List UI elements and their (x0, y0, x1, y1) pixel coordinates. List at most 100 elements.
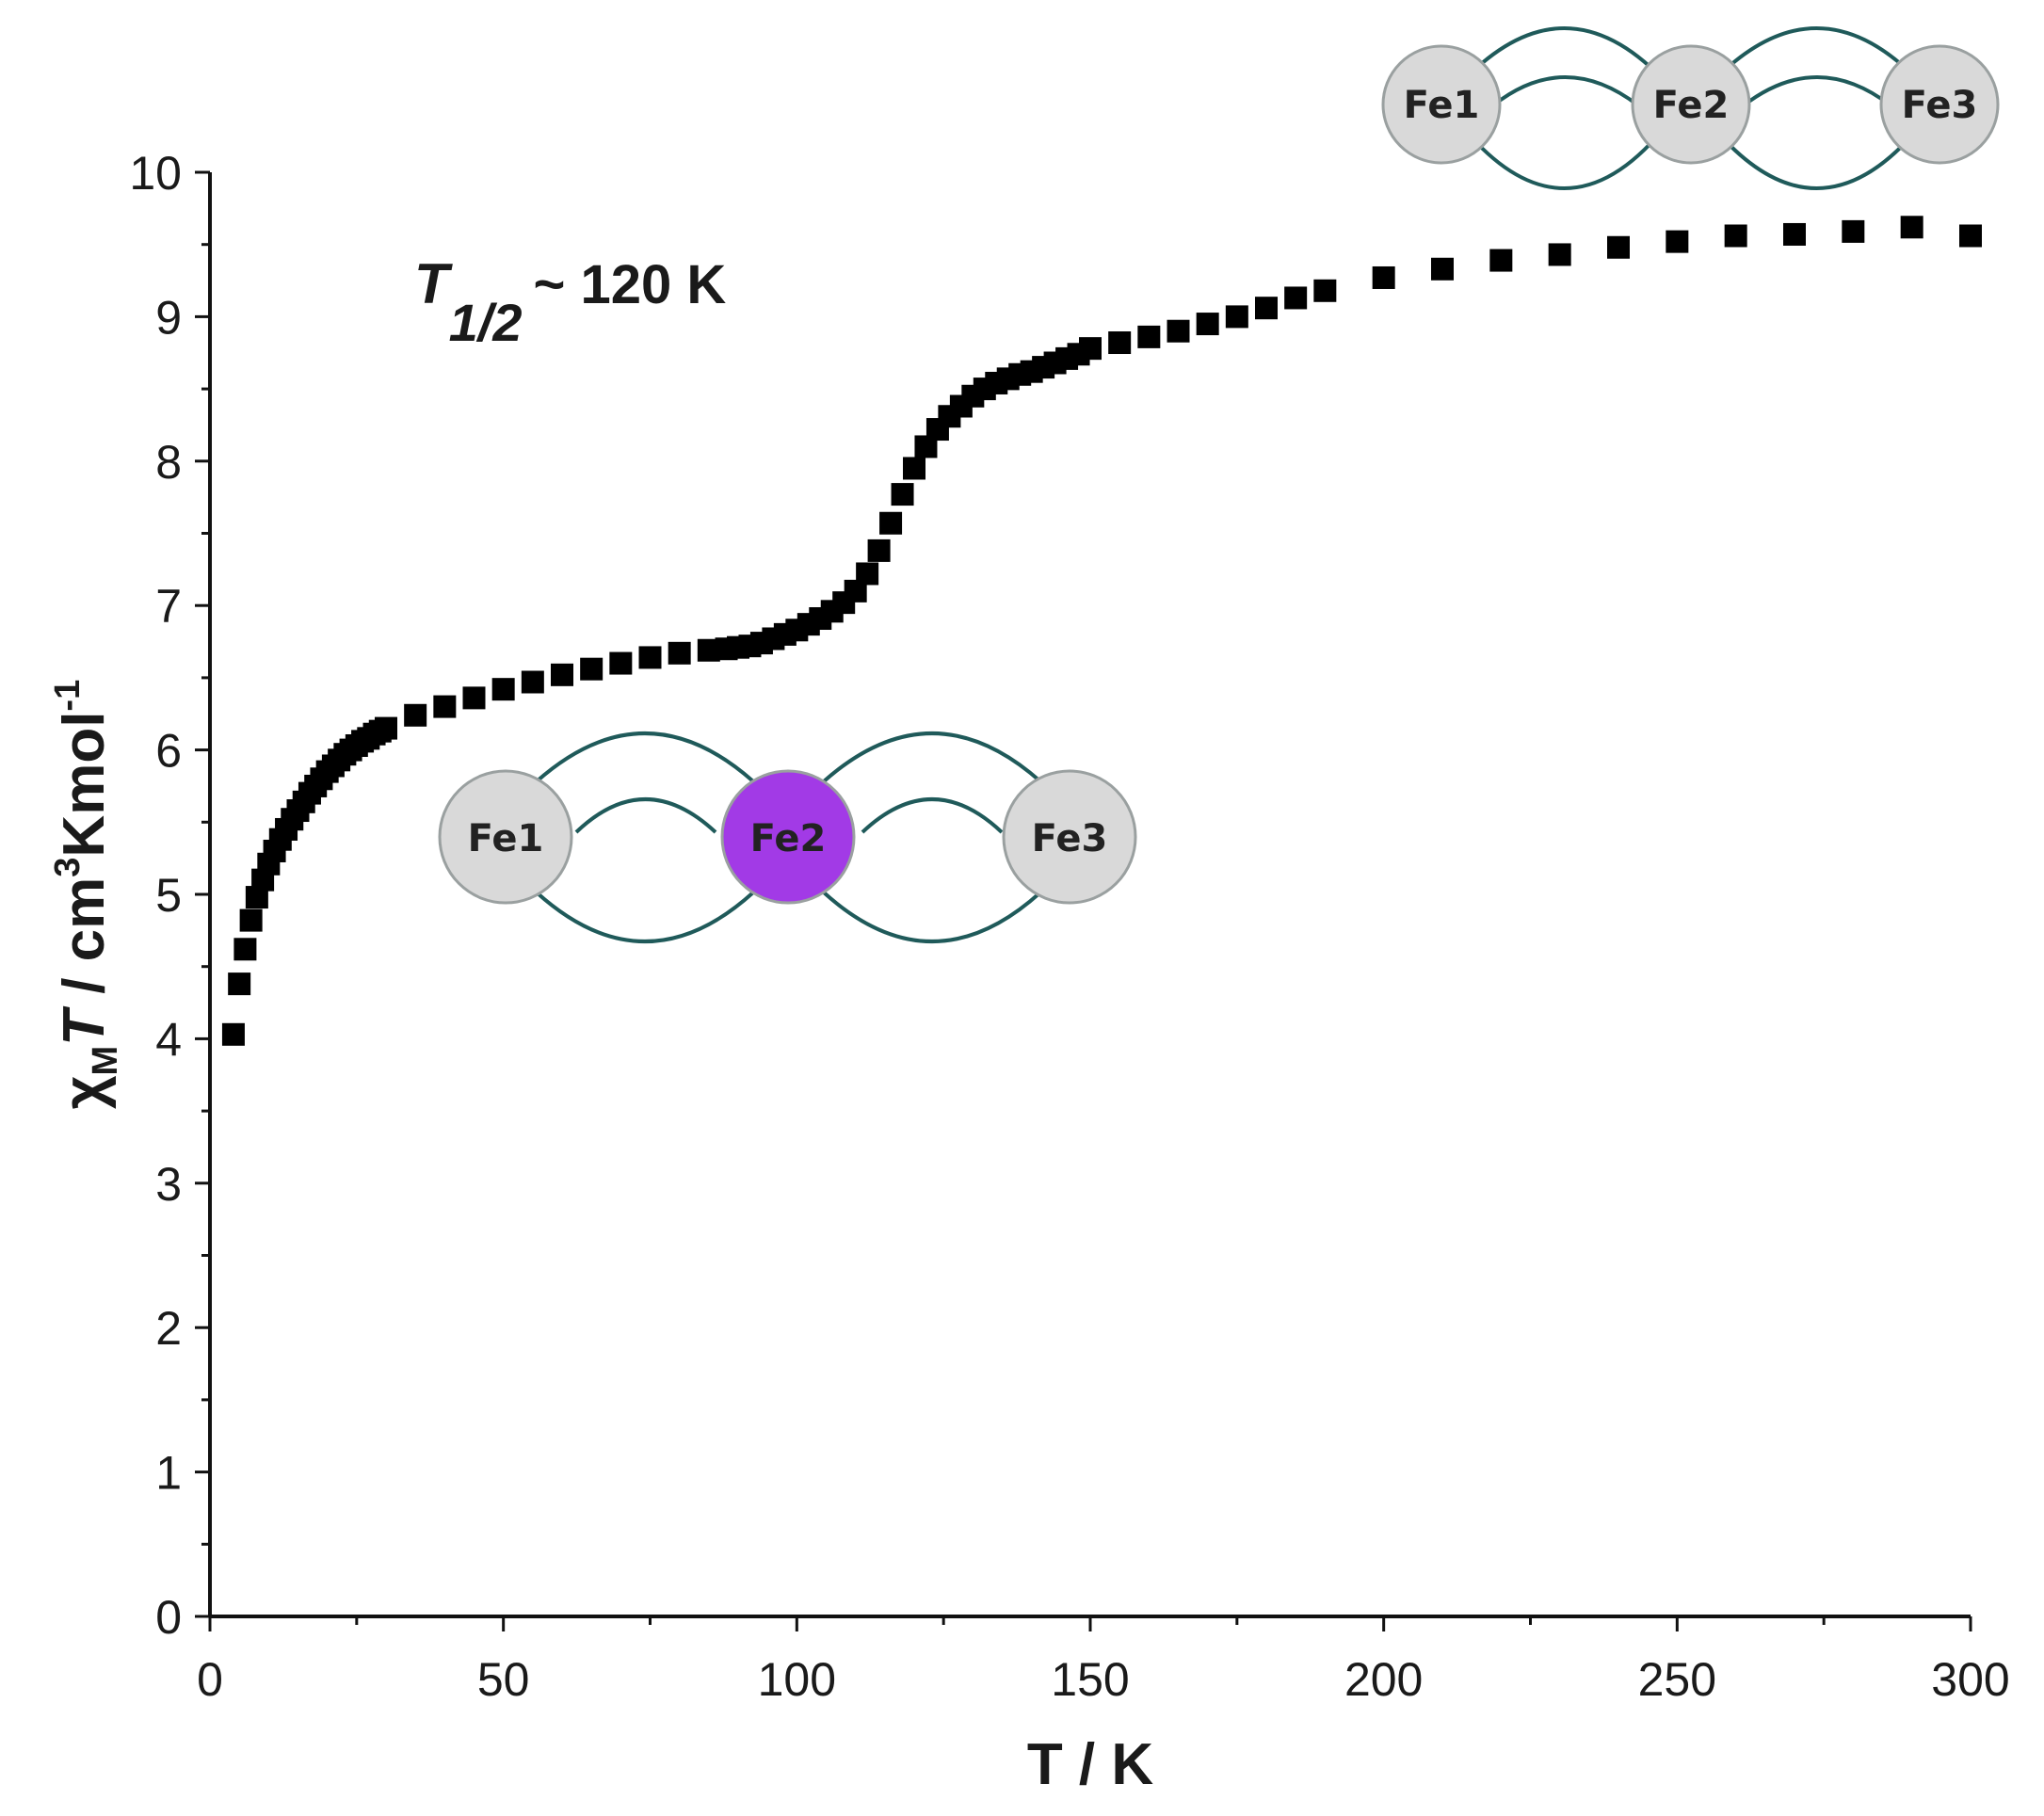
x-tick-label: 250 (1638, 1653, 1716, 1706)
bridge-arc (822, 891, 1042, 943)
x-tick-label: 0 (197, 1653, 223, 1706)
data-point (1137, 325, 1161, 348)
bridge-arc (1742, 75, 1892, 107)
bridge-arc (1714, 26, 1919, 81)
x-tick-label: 150 (1051, 1653, 1129, 1706)
data-markers (221, 216, 1982, 1046)
data-point (433, 695, 457, 718)
data-point (1225, 305, 1248, 329)
node-circle (1631, 44, 1751, 165)
node-circle (1879, 44, 2000, 165)
data-point (1548, 243, 1571, 266)
ticks: 0 50 100 150 200 250 300 0 1 2 3 4 5 6 7 8 9 10 (129, 147, 2009, 1706)
data-point (1196, 313, 1219, 336)
node-label: Fe2 (750, 817, 827, 860)
data-point (462, 686, 486, 710)
data-point (1167, 319, 1190, 343)
y-axis-title-chi: χ (52, 1075, 117, 1109)
bridge-arc (574, 797, 717, 834)
y-tick-label: 7 (155, 580, 182, 633)
node-label: Fe3 (1902, 84, 1978, 127)
y-tick-label: 10 (129, 147, 182, 200)
y-tick-label: 9 (155, 291, 182, 344)
y-tick-label: 3 (155, 1158, 182, 1211)
data-point (1255, 297, 1278, 320)
y-tick-label: 0 (155, 1591, 182, 1644)
x-tick-label: 50 (477, 1653, 530, 1706)
data-point (856, 562, 879, 586)
x-tick-label: 100 (758, 1653, 836, 1706)
data-point (879, 511, 903, 535)
y-tick-label: 8 (155, 436, 182, 489)
y-axis-title-sep: / cm (52, 877, 117, 1010)
x-axis-title: T / K (1027, 1732, 1154, 1797)
data-point (551, 663, 573, 686)
data-point (239, 908, 263, 932)
data-point (609, 651, 633, 675)
bridge-arc (535, 891, 755, 943)
data-point (1372, 265, 1395, 289)
data-point (580, 657, 604, 681)
t-half-symbol: T (414, 252, 453, 315)
data-point (1842, 219, 1865, 243)
node-circle (438, 769, 573, 905)
data-point (1431, 257, 1454, 281)
data-point (903, 457, 925, 480)
data-point (1724, 224, 1747, 248)
y-axis-title: χMT / cm3Kmol-1 (48, 680, 125, 1109)
data-point (375, 716, 397, 740)
data-point (1079, 337, 1102, 361)
y-tick-label: 1 (155, 1447, 182, 1500)
data-point (1900, 216, 1923, 239)
bridge-arc (1463, 128, 1665, 190)
bridge-arc (822, 731, 1042, 783)
node-label: Fe1 (1404, 84, 1480, 127)
data-point (521, 670, 544, 694)
node-circle (720, 769, 856, 905)
t-half-value: ~ 120 K (534, 254, 727, 315)
schematic-middle: Fe1 Fe2 Fe3 (438, 731, 1137, 943)
y-tick-label: 6 (155, 725, 182, 778)
t-half-annotation: T1/2~ 120 K (414, 252, 726, 352)
data-point (1959, 224, 1982, 248)
data-point (1313, 279, 1337, 302)
y-axis-title-sub: M (86, 1046, 125, 1076)
data-point (228, 972, 251, 996)
data-point (1666, 230, 1689, 253)
data-point (221, 1022, 245, 1046)
bridge-arc (861, 797, 1004, 834)
node-label: Fe2 (1653, 84, 1730, 127)
y-tick-label: 5 (155, 869, 182, 922)
data-point (491, 678, 515, 701)
data-point (1607, 235, 1630, 259)
bridge-arc (1491, 75, 1640, 107)
node-label: Fe3 (1032, 817, 1108, 860)
t-half-subscript: 1/2 (449, 293, 523, 352)
y-axis-title-unit: Kmol (52, 712, 117, 858)
data-point (891, 483, 914, 506)
data-point (1108, 331, 1132, 355)
data-point (867, 538, 891, 562)
schematic-top: Fe1 Fe2 Fe3 (1381, 26, 2000, 190)
y-tick-label: 2 (155, 1302, 182, 1355)
node-label: Fe1 (468, 817, 544, 860)
data-point (404, 703, 427, 727)
y-axis-title-exp3: 3 (48, 858, 88, 877)
data-point (1783, 222, 1806, 246)
y-axis-title-T: T (52, 1005, 117, 1046)
node-circle (1002, 769, 1137, 905)
y-tick-label: 4 (155, 1013, 182, 1066)
bridge-arc (535, 731, 755, 783)
data-point (668, 641, 691, 665)
y-axis-title-expneg1: -1 (48, 680, 88, 712)
data-point (1284, 286, 1308, 310)
data-point (1489, 249, 1513, 272)
data-point (638, 646, 662, 669)
x-tick-label: 200 (1344, 1653, 1423, 1706)
bridge-arc (1714, 128, 1919, 190)
data-point (233, 938, 257, 961)
x-tick-label: 300 (1931, 1653, 2009, 1706)
node-circle (1381, 44, 1502, 165)
bridge-arc (1463, 26, 1665, 81)
